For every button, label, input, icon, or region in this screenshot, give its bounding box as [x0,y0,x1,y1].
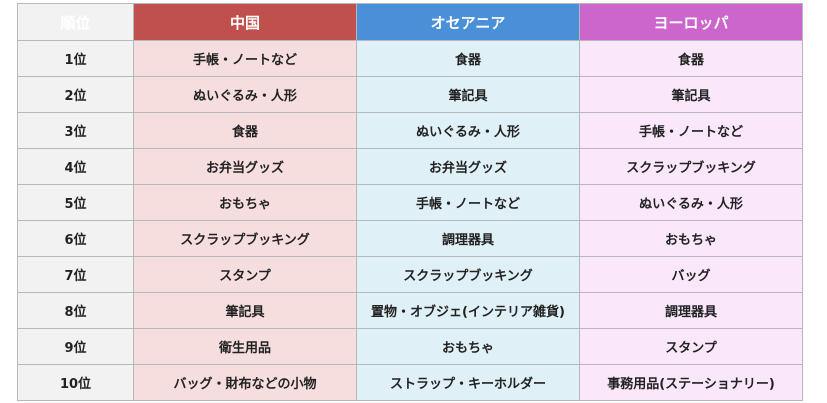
item-cell-europe: ぬいぐるみ・人形 [579,184,803,221]
item-cell-china: お弁当グッズ [133,148,357,185]
item-cell-europe: 筆記具 [579,76,803,113]
table-row: 5位 おもちゃ 手帳・ノートなど ぬいぐるみ・人形 [17,184,803,221]
table-row: 4位 お弁当グッズ お弁当グッズ スクラップブッキング [17,148,803,185]
item-cell-china: 衛生用品 [133,328,357,365]
item-cell-oceania: 食器 [356,40,580,77]
rank-cell: 7位 [17,256,134,293]
ranking-table: 順位 中国 オセアニア ヨーロッパ 1位 手帳・ノートなど 食器 食器 2位 ぬいぐるみ・… [17,3,803,401]
table-row: 7位 スタンプ スクラップブッキング バッグ [17,256,803,293]
table-row: 1位 手帳・ノートなど 食器 食器 [17,40,803,77]
region-header-china: 中国 [133,3,357,41]
item-cell-oceania: おもちゃ [356,328,580,365]
table-row: 3位 食器 ぬいぐるみ・人形 手帳・ノートなど [17,112,803,149]
rank-cell: 8位 [17,292,134,329]
item-cell-europe: スクラップブッキング [579,148,803,185]
item-cell-oceania: 置物・オブジェ(インテリア雑貨) [356,292,580,329]
item-cell-oceania: スクラップブッキング [356,256,580,293]
item-cell-oceania: 調理器具 [356,220,580,257]
rank-column-header: 順位 [17,3,134,41]
item-cell-europe: おもちゃ [579,220,803,257]
table-row: 10位 バッグ・財布などの小物 ストラップ・キーホルダー 事務用品(ステーショナリー) [17,364,803,401]
item-cell-china: バッグ・財布などの小物 [133,364,357,401]
rank-cell: 1位 [17,40,134,77]
item-cell-oceania: 筆記具 [356,76,580,113]
table-row: 2位 ぬいぐるみ・人形 筆記具 筆記具 [17,76,803,113]
item-cell-europe: 手帳・ノートなど [579,112,803,149]
item-cell-china: スクラップブッキング [133,220,357,257]
table-row: 6位 スクラップブッキング 調理器具 おもちゃ [17,220,803,257]
table-row: 9位 衛生用品 おもちゃ スタンプ [17,328,803,365]
item-cell-europe: 調理器具 [579,292,803,329]
table-row: 8位 筆記具 置物・オブジェ(インテリア雑貨) 調理器具 [17,292,803,329]
item-cell-oceania: ストラップ・キーホルダー [356,364,580,401]
region-header-oceania: オセアニア [356,3,580,41]
rank-cell: 3位 [17,112,134,149]
item-cell-europe: 事務用品(ステーショナリー) [579,364,803,401]
rank-cell: 9位 [17,328,134,365]
item-cell-europe: バッグ [579,256,803,293]
rank-cell: 4位 [17,148,134,185]
header-row: 順位 中国 オセアニア ヨーロッパ [17,3,803,41]
item-cell-china: スタンプ [133,256,357,293]
item-cell-china: 手帳・ノートなど [133,40,357,77]
item-cell-europe: スタンプ [579,328,803,365]
item-cell-china: おもちゃ [133,184,357,221]
rank-cell: 2位 [17,76,134,113]
item-cell-europe: 食器 [579,40,803,77]
item-cell-oceania: 手帳・ノートなど [356,184,580,221]
item-cell-china: 筆記具 [133,292,357,329]
item-cell-oceania: お弁当グッズ [356,148,580,185]
rank-cell: 10位 [17,364,134,401]
rank-cell: 5位 [17,184,134,221]
item-cell-oceania: ぬいぐるみ・人形 [356,112,580,149]
rank-cell: 6位 [17,220,134,257]
item-cell-china: 食器 [133,112,357,149]
table-body: 1位 手帳・ノートなど 食器 食器 2位 ぬいぐるみ・人形 筆記具 筆記具 3位 食器 ぬいぐるみ・… [17,40,803,401]
item-cell-china: ぬいぐるみ・人形 [133,76,357,113]
region-header-europe: ヨーロッパ [579,3,803,41]
